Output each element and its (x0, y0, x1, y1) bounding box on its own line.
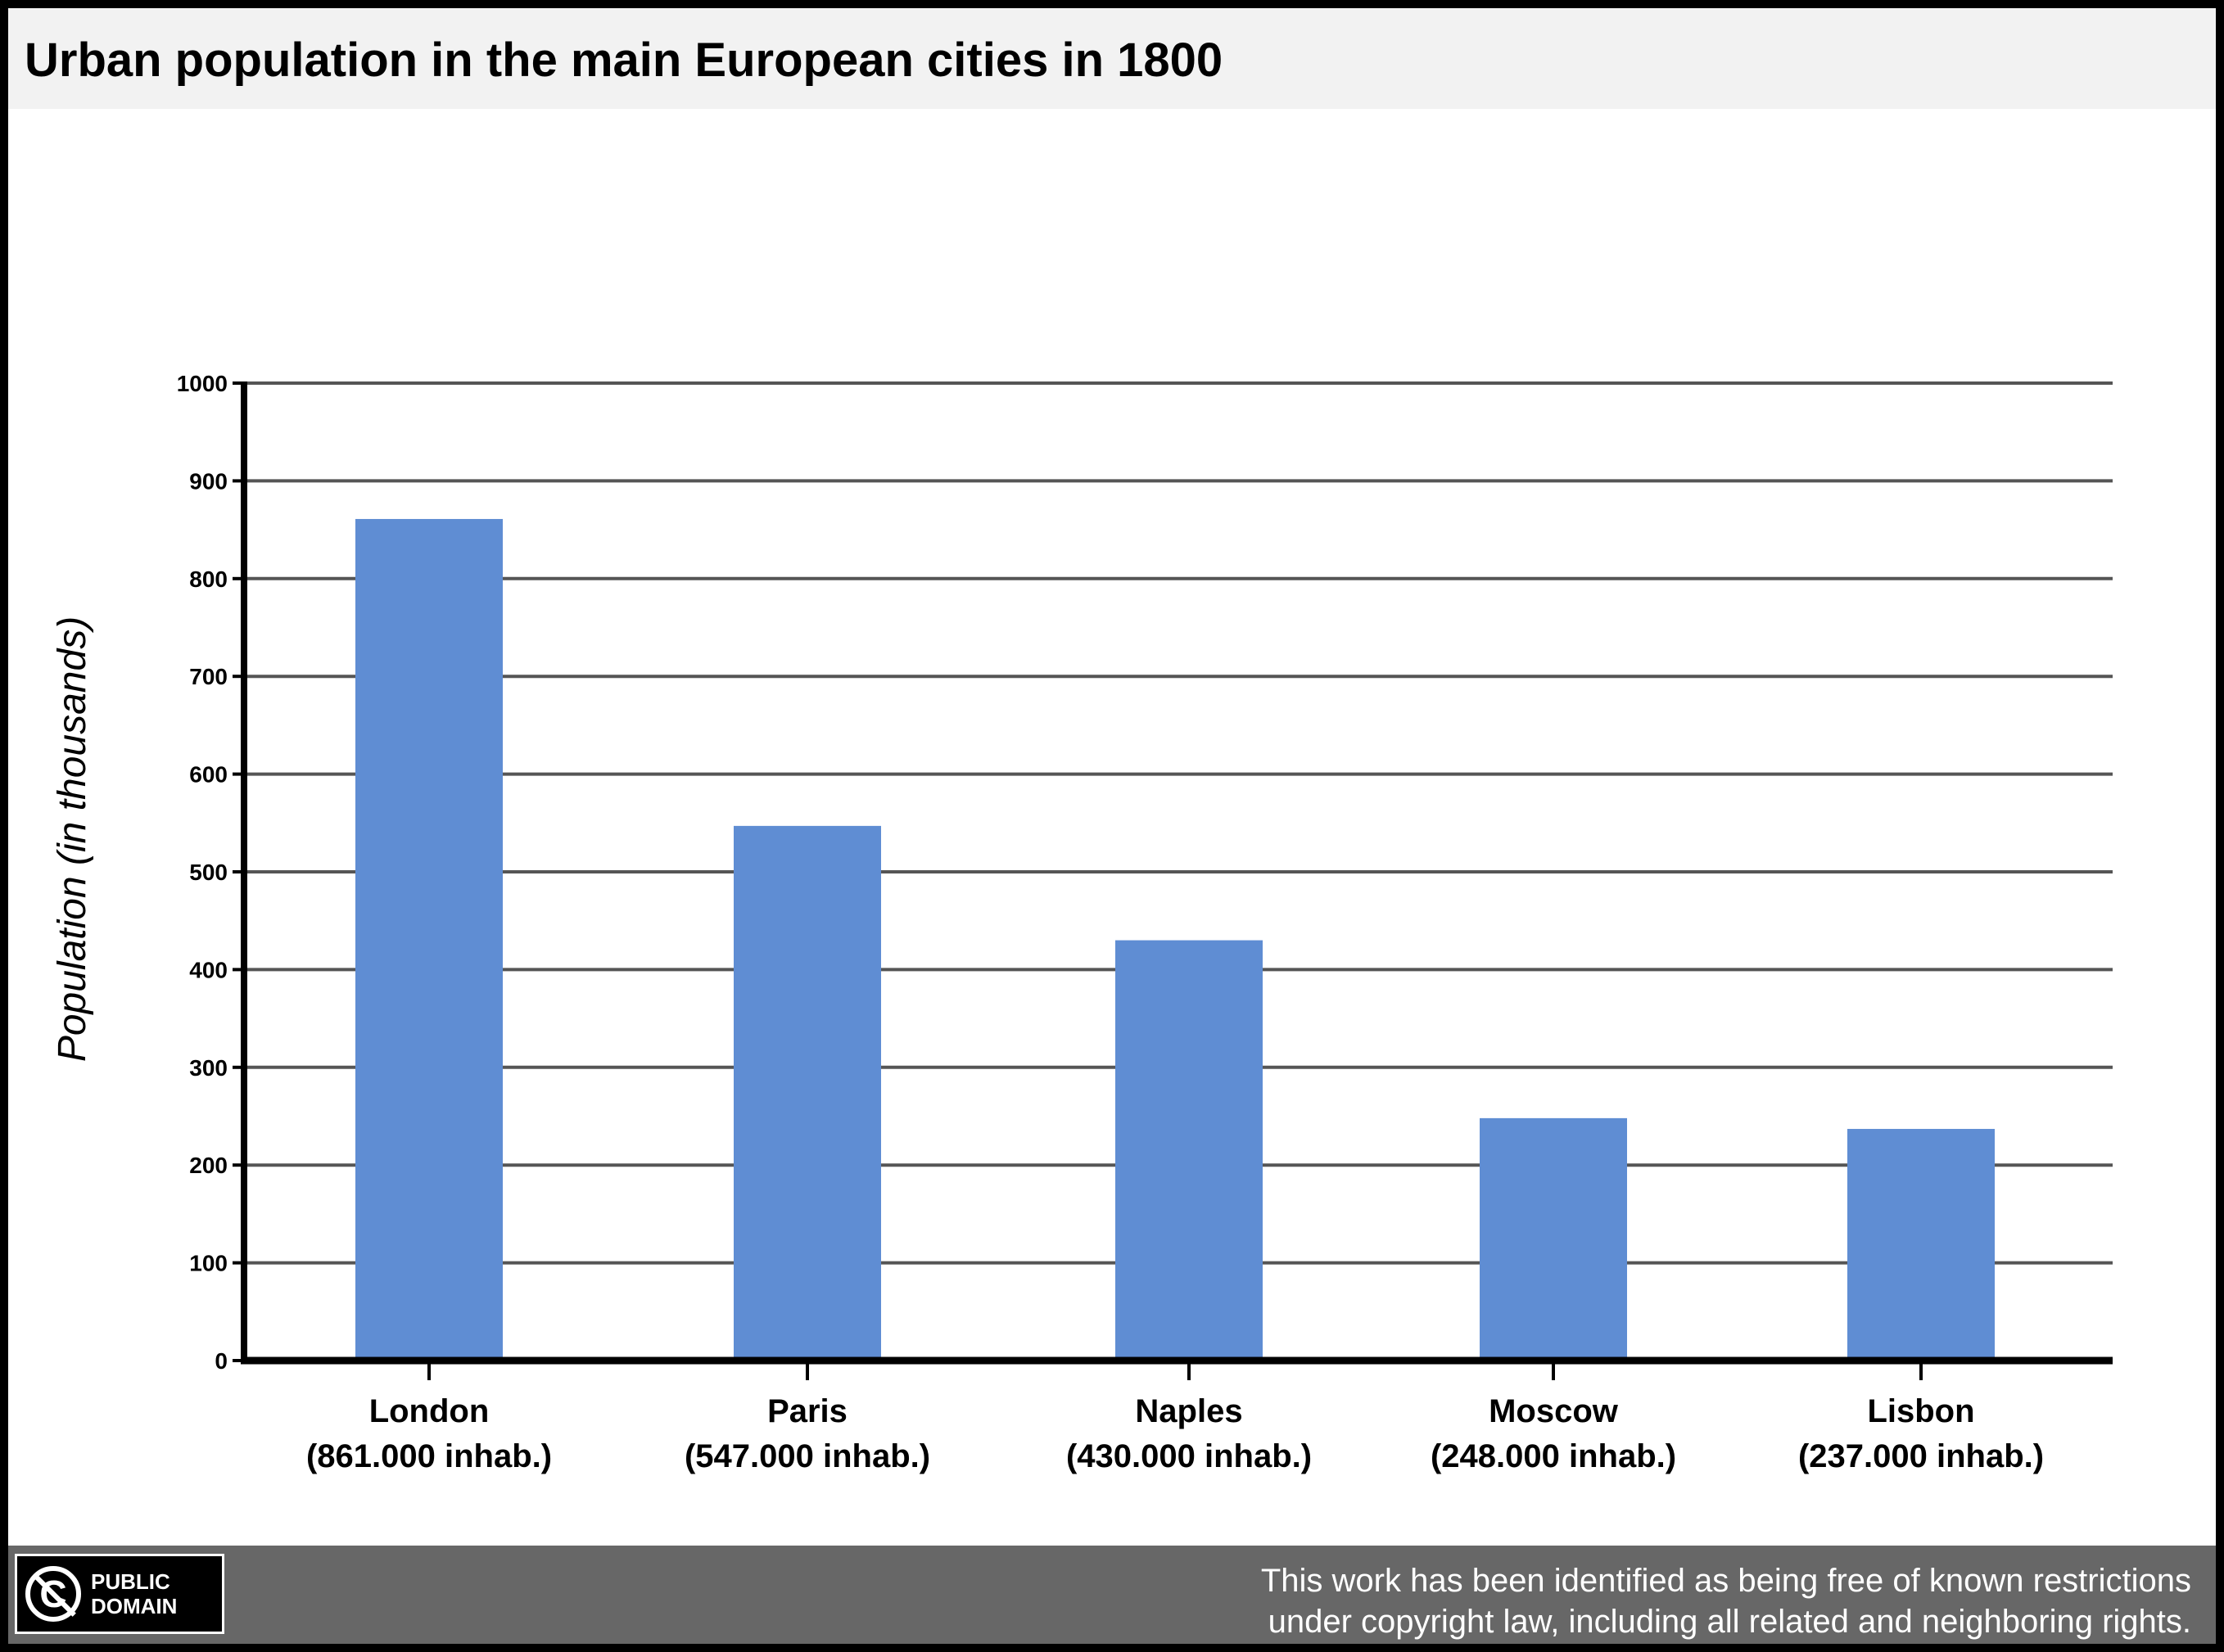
x-tick-sublabel: (547.000 inhab.) (685, 1438, 930, 1474)
public-domain-label: PUBLIC DOMAIN (91, 1569, 177, 1618)
x-tick-label: Paris (767, 1393, 848, 1429)
x-tick-label: London (369, 1393, 490, 1429)
y-tick-label: 700 (189, 664, 228, 689)
public-domain-icon: C (25, 1566, 81, 1622)
bar-naples (1115, 940, 1263, 1357)
badge-line-1: PUBLIC (91, 1569, 170, 1594)
x-tick-label: Moscow (1489, 1393, 1619, 1429)
y-tick-label: 300 (189, 1055, 228, 1081)
bar-lisbon (1847, 1129, 1995, 1357)
y-tick-label: 800 (189, 566, 228, 592)
y-tick-label: 0 (215, 1348, 228, 1374)
footer-bar: C PUBLIC DOMAIN This work has been ident… (8, 1546, 2216, 1644)
y-tick-label: 500 (189, 860, 228, 885)
bar-paris (734, 825, 881, 1357)
x-tick-label: Naples (1135, 1393, 1242, 1429)
page-title: Urban population in the main European ci… (25, 34, 1223, 87)
bar-london (355, 518, 503, 1357)
bar-moscow (1480, 1117, 1627, 1357)
notice-line-1: This work has been identified as being f… (1260, 1563, 2191, 1599)
y-axis-label: Population (in thousands) (51, 616, 94, 1062)
bars (355, 518, 1995, 1357)
badge-line-2: DOMAIN (91, 1594, 178, 1618)
public-domain-badge: C PUBLIC DOMAIN (15, 1554, 224, 1634)
x-tick-sublabel: (430.000 inhab.) (1066, 1438, 1312, 1474)
labels: 0 100 200 300 400 500 600 700 800 900 1000 London (8… (177, 371, 2044, 1474)
y-tick-label: 900 (189, 468, 228, 494)
notice-line-2: under copyright law, including all relat… (1268, 1604, 2191, 1640)
y-tick-label: 400 (189, 957, 228, 982)
x-tick-sublabel: (248.000 inhab.) (1431, 1438, 1676, 1474)
y-tick-label: 1000 (177, 371, 228, 396)
x-tick-label: Lisbon (1867, 1393, 1974, 1429)
copyright-notice: This work has been identified as being f… (1261, 1560, 2191, 1642)
y-tick-label: 100 (189, 1251, 228, 1276)
axes (233, 381, 2113, 1380)
y-tick-label: 200 (189, 1153, 228, 1178)
x-tick-sublabel: (237.000 inhab.) (1798, 1438, 2044, 1474)
title-bar: Urban population in the main European ci… (8, 8, 2216, 109)
x-tick-sublabel: (861.000 inhab.) (306, 1438, 552, 1474)
y-tick-label: 600 (189, 762, 228, 788)
